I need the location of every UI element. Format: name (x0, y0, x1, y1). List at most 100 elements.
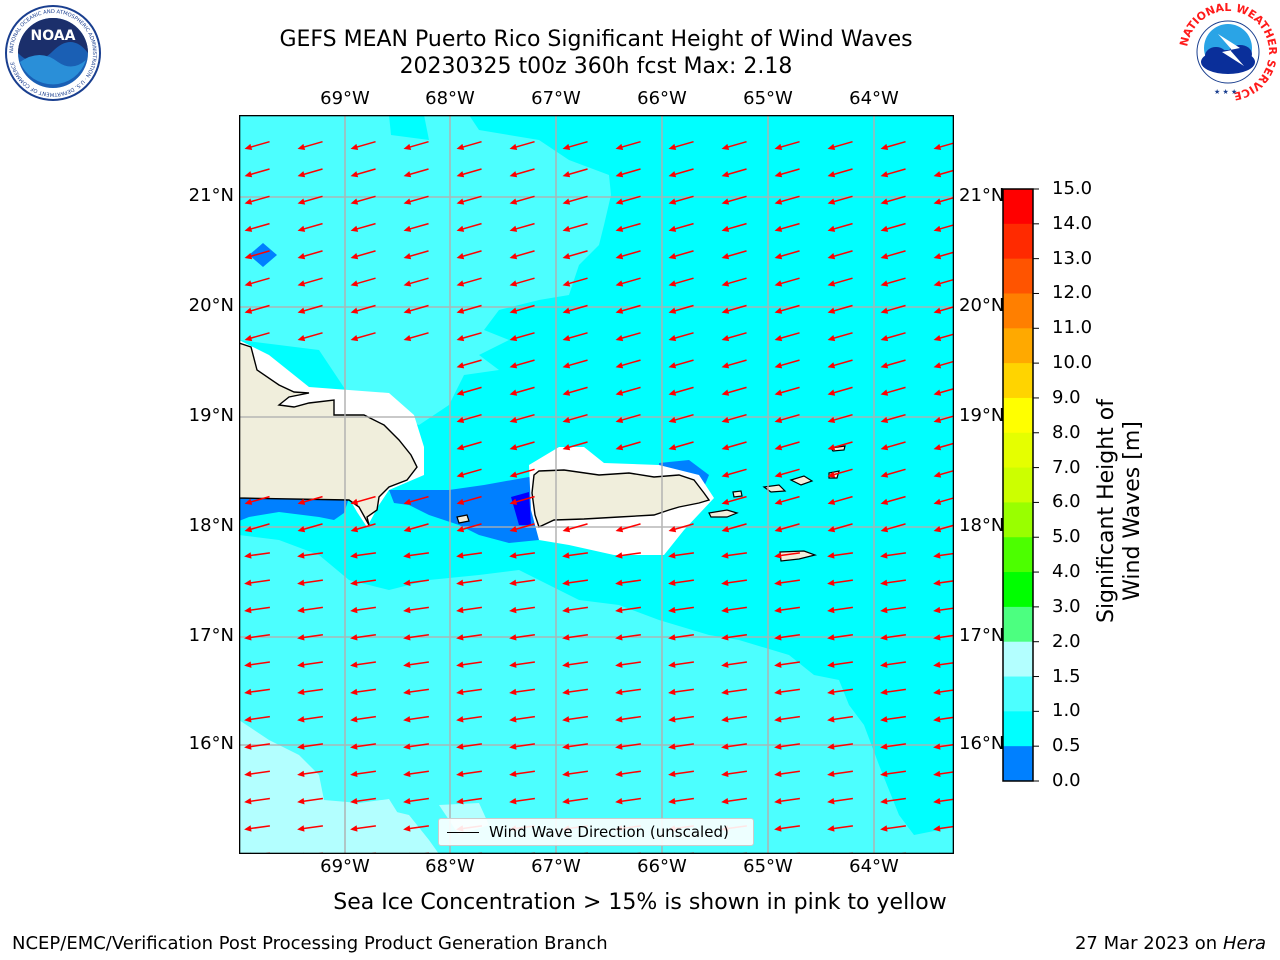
wave-direction-arrow (668, 688, 694, 696)
wave-direction-arrow (456, 552, 482, 559)
wave-direction-arrow (615, 633, 641, 641)
wave-direction-arrow (403, 250, 429, 260)
wave-direction-arrow (456, 332, 482, 342)
wave-direction-arrow (244, 606, 270, 614)
wave-direction-arrow (827, 661, 853, 668)
wave-direction-arrow (933, 825, 954, 832)
wave-direction-arrow (456, 140, 482, 151)
wave-direction-arrow (880, 797, 906, 805)
wave-direction-arrow (933, 633, 954, 641)
wave-direction-arrow (403, 277, 429, 287)
wave-direction-arrow (774, 468, 800, 478)
wave-direction-arrow (615, 277, 641, 287)
wave-direction-arrow (668, 386, 694, 396)
wave-direction-arrow (244, 661, 270, 668)
wave-direction-arrow (721, 250, 747, 260)
wave-direction-arrow (933, 579, 954, 586)
wave-direction-arrow (244, 332, 270, 342)
map-panel (239, 115, 954, 854)
wave-direction-arrow (509, 495, 535, 505)
wave-direction-arrow (880, 195, 906, 205)
colorbar-segment (1003, 432, 1033, 469)
wave-direction-arrow (774, 523, 800, 533)
colorbar-segment (1003, 328, 1033, 364)
wave-direction-arrow (933, 250, 954, 260)
wave-direction-arrow (350, 304, 376, 314)
wave-direction-arrow (774, 688, 800, 696)
wave-direction-arrow (297, 743, 323, 750)
wave-direction-arrow (774, 304, 800, 314)
wave-direction-arrow (615, 222, 641, 232)
wave-direction-arrow (350, 168, 376, 178)
wave-direction-arrow (509, 688, 535, 696)
wave-direction-arrow (297, 168, 323, 178)
land-virgin-islands-1 (732, 490, 743, 498)
colorbar-tick-label: 13.0 (1052, 247, 1093, 269)
wave-direction-arrow (297, 332, 323, 342)
wave-direction-arrow (403, 606, 429, 614)
wave-direction-arrow (562, 277, 588, 287)
map-frame (239, 115, 954, 854)
wave-direction-arrow (403, 140, 429, 151)
wave-direction-arrow (615, 195, 641, 205)
wave-direction-arrow (933, 770, 954, 778)
wave-direction-arrow (933, 140, 954, 151)
wave-direction-arrow (350, 715, 376, 723)
wave-direction-arrow (774, 797, 800, 805)
wave-direction-arrow (350, 523, 376, 533)
wave-direction-arrow (244, 495, 270, 505)
wave-direction-arrow (933, 552, 954, 559)
wave-direction-arrow (615, 304, 641, 314)
wave-direction-arrow (933, 715, 954, 723)
wave-direction-arrow (721, 332, 747, 342)
wave-direction-arrow (668, 359, 694, 369)
wave-direction-arrow (350, 579, 376, 586)
wave-direction-arrow (933, 743, 954, 750)
wave-direction-arrow (774, 332, 800, 342)
colorbar-segment (1003, 502, 1033, 538)
wave-direction-arrow (350, 633, 376, 641)
wave-direction-arrow (933, 332, 954, 342)
wave-direction-arrow (721, 468, 747, 478)
wave-direction-arrow (933, 359, 954, 369)
wave-direction-arrow (668, 304, 694, 314)
wave-direction-arrow (297, 715, 323, 723)
wave-direction-arrow (403, 168, 429, 178)
wave-direction-arrow (456, 797, 482, 805)
colorbar-segment (1003, 537, 1033, 573)
wave-direction-arrow (668, 140, 694, 151)
wave-direction-arrow (615, 140, 641, 151)
wave-direction-arrow (350, 140, 376, 151)
wave-direction-arrow (350, 195, 376, 205)
wave-direction-arrow (350, 552, 376, 559)
wave-direction-arrow (880, 277, 906, 287)
wave-direction-arrow (456, 579, 482, 586)
wave-direction-arrow (562, 743, 588, 750)
wave-direction-arrow (827, 743, 853, 750)
wave-direction-arrow (774, 579, 800, 586)
lat-label-right: 21°N (959, 185, 1005, 206)
wave-direction-arrow (827, 222, 853, 232)
wave-direction-arrow (509, 304, 535, 314)
wave-direction-arrow (562, 195, 588, 205)
wave-direction-arrow (933, 195, 954, 205)
wave-direction-arrow (668, 579, 694, 586)
lon-label-top: 65°W (743, 88, 793, 109)
wave-direction-arrow (827, 140, 853, 151)
wave-direction-arrow (880, 743, 906, 750)
wave-direction-arrow (668, 250, 694, 260)
lat-label-right: 17°N (959, 625, 1005, 646)
wave-direction-arrow (880, 661, 906, 668)
colorbar-tick-label: 11.0 (1052, 317, 1093, 339)
wave-direction-arrow (509, 661, 535, 668)
wave-direction-arrow (456, 495, 482, 505)
lon-label-bottom: 66°W (637, 856, 687, 877)
wave-direction-arrow (297, 579, 323, 586)
wave-direction-arrow (562, 552, 588, 559)
wave-direction-arrow (668, 413, 694, 424)
wave-direction-arrow (880, 222, 906, 232)
wave-direction-arrow (456, 413, 482, 424)
colorbar-tick-label: 7.0 (1052, 456, 1081, 478)
lon-label-top: 66°W (637, 88, 687, 109)
wave-direction-arrow (456, 304, 482, 314)
